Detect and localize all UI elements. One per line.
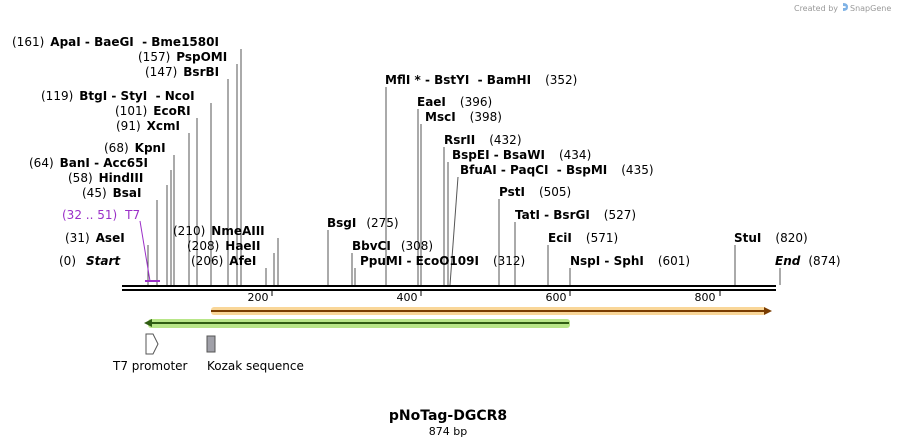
feature-green-arrow[interactable] — [144, 319, 570, 328]
tick-label-400: 400 — [397, 291, 418, 304]
plasmid-length: 874 bp — [429, 425, 467, 438]
promoter-arrow-icon — [145, 333, 159, 355]
site-ppumi: PpuMI - EcoO109I (312) — [360, 254, 525, 268]
restriction-site-labels: (161) ApaI - BaeGI - Bme1580I (157) PspOMI… — [12, 35, 808, 268]
site-nmeaiii: (210) NmeAIII — [173, 224, 265, 238]
start-marker: (0) Start — [59, 254, 121, 268]
site-msci: MscI (398) — [425, 110, 502, 124]
site-psti: PstI (505) — [499, 185, 571, 199]
site-afei: (206) AfeI — [191, 254, 256, 268]
tick-label-600: 600 — [546, 291, 567, 304]
leader-bfuai — [449, 176, 459, 286]
site-stui: StuI (820) — [734, 231, 808, 245]
primer-leader — [139, 220, 151, 282]
snapgene-logo-icon — [843, 3, 848, 11]
backbone-bottom — [122, 289, 776, 291]
site-btgi: (119) BtgI - StyI - NcoI — [41, 89, 195, 103]
brand-text: SnapGene — [850, 4, 891, 13]
site-tati: TatI - BsrGI (527) — [515, 208, 636, 222]
site-asei: (31) AseI — [65, 231, 125, 245]
site-hindiii: (58) HindIII — [68, 171, 143, 185]
plasmid-title: pNoTag-DGCR8 — [389, 408, 507, 424]
legend-kozak-sequence: Kozak sequence — [207, 359, 304, 373]
site-leader-lines — [147, 49, 781, 286]
site-rsrii: RsrII (432) — [444, 133, 522, 147]
ruler: 200 400 600 800 — [248, 291, 721, 304]
site-bfuai: BfuAI - PaqCI - BspMI (435) — [460, 163, 654, 177]
site-ecii: EciI (571) — [548, 231, 618, 245]
feature-orange-arrow[interactable] — [211, 307, 772, 315]
legend-t7-promoter: T7 promoter — [112, 359, 188, 373]
site-bsrbi: (147) BsrBI — [145, 65, 219, 79]
site-bsgi: BsgI (275) — [327, 216, 399, 230]
tick-label-800: 800 — [695, 291, 716, 304]
end-marker: End (874) — [775, 254, 841, 268]
site-apai: (161) ApaI - BaeGI - Bme1580I — [12, 35, 219, 49]
site-pspomi: (157) PspOMI — [138, 50, 227, 64]
site-bbvci: BbvCI (308) — [352, 239, 433, 253]
site-bani: (64) BanI - Acc65I — [29, 156, 148, 170]
site-nspi: NspI - SphI (601) — [570, 254, 690, 268]
kozak-box-icon — [206, 335, 216, 353]
site-ecori: (101) EcoRI — [115, 104, 191, 118]
primer-t7-label: (32 .. 51) T7 — [62, 208, 140, 222]
site-bsai: (45) BsaI — [82, 186, 142, 200]
credit-text: Created by — [794, 4, 838, 13]
site-eaei: EaeI (396) — [417, 95, 492, 109]
site-kpni: (68) KpnI — [104, 141, 166, 155]
backbone-top — [122, 285, 776, 287]
site-xcmi: (91) XcmI — [116, 119, 180, 133]
site-bspei: BspEI - BsaWI (434) — [452, 148, 591, 162]
tick-label-200: 200 — [248, 291, 269, 304]
site-mfli: MflI * - BstYI - BamHI (352) — [385, 73, 577, 87]
site-haeii: (208) HaeII — [187, 239, 261, 253]
